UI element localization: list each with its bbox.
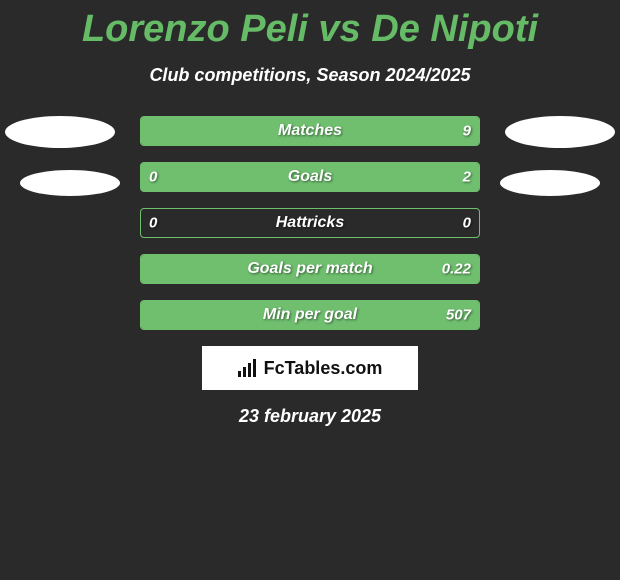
stat-bars: Matches90Goals20Hattricks0Goals per matc… bbox=[140, 116, 480, 346]
stat-label: Goals bbox=[141, 168, 479, 186]
stat-value-right: 9 bbox=[463, 123, 471, 140]
snapshot-date: 23 february 2025 bbox=[0, 406, 620, 427]
stat-label: Goals per match bbox=[141, 260, 479, 278]
stat-value-right: 2 bbox=[463, 169, 471, 186]
avatar-right-bottom bbox=[500, 170, 600, 196]
stat-label: Hattricks bbox=[141, 214, 479, 232]
stat-row: 0Hattricks0 bbox=[140, 208, 480, 238]
stat-row: Goals per match0.22 bbox=[140, 254, 480, 284]
stat-row: Matches9 bbox=[140, 116, 480, 146]
logo-label: FcTables.com bbox=[264, 358, 383, 379]
avatar-left-bottom bbox=[20, 170, 120, 196]
stat-value-right: 507 bbox=[446, 307, 471, 324]
stat-value-right: 0.22 bbox=[442, 261, 471, 278]
stat-row: 0Goals2 bbox=[140, 162, 480, 192]
logo-text: FcTables.com bbox=[238, 358, 383, 379]
source-logo: FcTables.com bbox=[202, 346, 418, 390]
avatar-left-top bbox=[5, 116, 115, 148]
page-title: Lorenzo Peli vs De Nipoti bbox=[0, 0, 620, 51]
stat-value-right: 0 bbox=[463, 215, 471, 232]
stat-row: Min per goal507 bbox=[140, 300, 480, 330]
avatar-right-top bbox=[505, 116, 615, 148]
stat-label: Matches bbox=[141, 122, 479, 140]
stat-label: Min per goal bbox=[141, 306, 479, 324]
barchart-icon bbox=[238, 359, 256, 377]
subtitle: Club competitions, Season 2024/2025 bbox=[0, 65, 620, 86]
